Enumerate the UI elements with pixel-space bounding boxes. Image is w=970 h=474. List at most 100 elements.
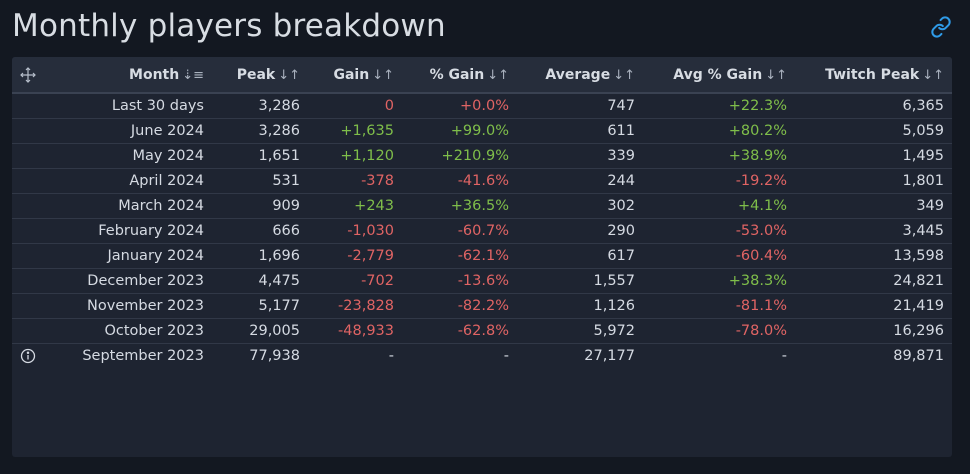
cell-average: 27,177: [584, 347, 635, 364]
reorder-column-header[interactable]: [12, 57, 44, 93]
cell-month: September 2023: [82, 347, 204, 364]
table-row: May 2024 1,651 +1,120 +210.9% 339 +38.9%…: [12, 143, 952, 168]
cell-twitch-peak: 21,419: [893, 297, 944, 314]
cell-pct-gain: -60.7%: [457, 222, 509, 239]
column-header-twitch-peak[interactable]: Twitch Peak ↓↑: [795, 57, 952, 93]
cell-avg-pct-gain: -78.0%: [735, 322, 787, 339]
cell-pct-gain: +210.9%: [441, 147, 509, 164]
cell-avg-pct-gain: -60.4%: [735, 247, 787, 264]
cell-gain: -: [388, 347, 394, 364]
cell-gain: +243: [354, 197, 394, 214]
cell-gain: 0: [384, 97, 394, 114]
row-icon-cell: [12, 343, 44, 368]
cell-pct-gain: -41.6%: [457, 172, 509, 189]
cell-avg-pct-gain: -: [781, 347, 787, 364]
cell-average: 617: [607, 247, 635, 264]
cell-avg-pct-gain: +22.3%: [728, 97, 787, 114]
table-row: June 2024 3,286 +1,635 +99.0% 611 +80.2%…: [12, 118, 952, 143]
sort-icon[interactable]: ↓↑: [487, 67, 509, 83]
cell-peak: 77,938: [249, 347, 300, 364]
cell-avg-pct-gain: +4.1%: [738, 197, 787, 214]
sort-icon[interactable]: ↓↑: [922, 67, 944, 83]
cell-month: January 2024: [107, 247, 204, 264]
cell-average: 747: [607, 97, 635, 114]
column-header-peak-label: Peak: [236, 66, 276, 83]
cell-gain: -702: [361, 272, 394, 289]
table-header-row: Month ⇣≡ Peak ↓↑ Gain ↓↑ % Gain ↓↑ Average ↓↑…: [12, 57, 952, 93]
sort-active-icon[interactable]: ⇣≡: [182, 67, 204, 83]
cell-twitch-peak: 16,296: [893, 322, 944, 339]
cell-pct-gain: +0.0%: [460, 97, 509, 114]
sort-icon[interactable]: ↓↑: [613, 67, 635, 83]
table-row: April 2024 531 -378 -41.6% 244 -19.2% 1,…: [12, 168, 952, 193]
info-icon[interactable]: [20, 348, 36, 364]
table-row: January 2024 1,696 -2,779 -62.1% 617 -60…: [12, 243, 952, 268]
cell-peak: 4,475: [258, 272, 300, 289]
sort-icon[interactable]: ↓↑: [765, 67, 787, 83]
column-header-peak[interactable]: Peak ↓↑: [212, 57, 308, 93]
cell-gain: -2,779: [347, 247, 394, 264]
sort-icon[interactable]: ↓↑: [278, 67, 300, 83]
link-icon[interactable]: [930, 16, 952, 38]
cell-average: 1,126: [593, 297, 635, 314]
column-header-average[interactable]: Average ↓↑: [517, 57, 643, 93]
cell-gain: +1,635: [340, 122, 394, 139]
column-header-pct-gain-label: % Gain: [429, 66, 485, 83]
table-row: Last 30 days 3,286 0 +0.0% 747 +22.3% 6,…: [12, 93, 952, 118]
row-icon-cell: [12, 218, 44, 243]
cell-pct-gain: -62.8%: [457, 322, 509, 339]
column-header-avg-pct-gain[interactable]: Avg % Gain ↓↑: [643, 57, 795, 93]
cell-twitch-peak: 349: [916, 197, 944, 214]
cell-avg-pct-gain: +80.2%: [728, 122, 787, 139]
cell-month: December 2023: [87, 272, 204, 289]
cell-month: November 2023: [87, 297, 204, 314]
cell-month: October 2023: [104, 322, 204, 339]
move-icon[interactable]: [20, 66, 36, 83]
column-header-twitch-peak-label: Twitch Peak: [825, 66, 920, 83]
cell-peak: 3,286: [258, 122, 300, 139]
cell-twitch-peak: 1,801: [902, 172, 944, 189]
cell-month: Last 30 days: [111, 97, 204, 114]
cell-peak: 5,177: [258, 297, 300, 314]
cell-pct-gain: -13.6%: [457, 272, 509, 289]
cell-peak: 666: [272, 222, 300, 239]
cell-gain: -1,030: [347, 222, 394, 239]
cell-peak: 1,651: [258, 147, 300, 164]
table-row: November 2023 5,177 -23,828 -82.2% 1,126…: [12, 293, 952, 318]
column-header-month[interactable]: Month ⇣≡: [44, 57, 212, 93]
cell-twitch-peak: 1,495: [902, 147, 944, 164]
row-icon-cell: [12, 243, 44, 268]
cell-twitch-peak: 13,598: [893, 247, 944, 264]
cell-month: June 2024: [130, 122, 204, 139]
cell-peak: 531: [272, 172, 300, 189]
row-icon-cell: [12, 93, 44, 118]
column-header-month-label: Month: [129, 66, 180, 83]
column-header-gain[interactable]: Gain ↓↑: [308, 57, 402, 93]
table-body: Last 30 days 3,286 0 +0.0% 747 +22.3% 6,…: [12, 93, 952, 368]
row-icon-cell: [12, 118, 44, 143]
sort-icon[interactable]: ↓↑: [372, 67, 394, 83]
cell-month: February 2024: [98, 222, 204, 239]
cell-average: 302: [607, 197, 635, 214]
column-header-avg-pct-gain-label: Avg % Gain: [673, 66, 763, 83]
column-header-pct-gain[interactable]: % Gain ↓↑: [402, 57, 517, 93]
cell-avg-pct-gain: +38.3%: [728, 272, 787, 289]
cell-average: 244: [607, 172, 635, 189]
column-header-gain-label: Gain: [333, 66, 370, 83]
cell-pct-gain: -62.1%: [457, 247, 509, 264]
page-title: Monthly players breakdown: [12, 8, 446, 44]
row-icon-cell: [12, 268, 44, 293]
cell-gain: -23,828: [338, 297, 394, 314]
cell-average: 290: [607, 222, 635, 239]
table-row: March 2024 909 +243 +36.5% 302 +4.1% 349: [12, 193, 952, 218]
column-header-average-label: Average: [545, 66, 611, 83]
cell-average: 5,972: [593, 322, 635, 339]
cell-avg-pct-gain: -19.2%: [735, 172, 787, 189]
cell-pct-gain: -: [503, 347, 509, 364]
cell-peak: 29,005: [249, 322, 300, 339]
cell-average: 339: [607, 147, 635, 164]
cell-gain: -48,933: [338, 322, 394, 339]
row-icon-cell: [12, 318, 44, 343]
cell-pct-gain: -82.2%: [457, 297, 509, 314]
cell-month: April 2024: [129, 172, 204, 189]
